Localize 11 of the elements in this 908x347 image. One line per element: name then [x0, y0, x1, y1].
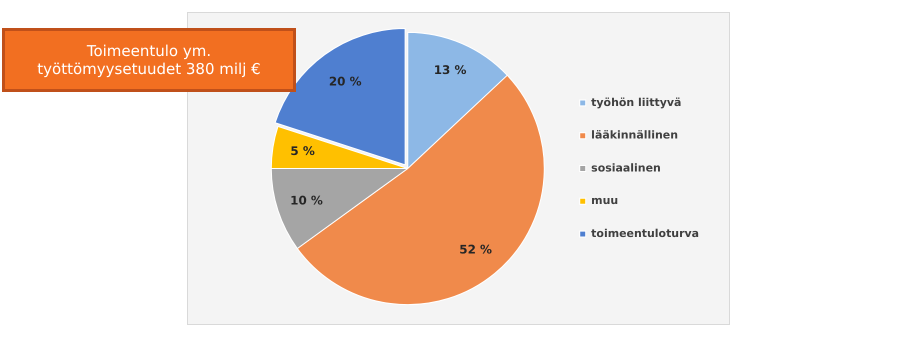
legend-label: lääkinnällinen — [591, 128, 678, 142]
data-label: 10 % — [290, 193, 323, 208]
text: Toimeentulo ym. työttömyysetuudet 380 milj € — [2, 28, 296, 92]
legend-label: työhön liittyvä — [591, 96, 682, 109]
legend-label: toimeentuloturva — [591, 226, 700, 240]
data-label: 52 % — [459, 242, 492, 256]
data-label: 20 % — [328, 74, 362, 89]
legend-label: muu — [591, 194, 618, 208]
data-label: 5 % — [290, 144, 315, 158]
legend-label: sosiaalinen — [591, 161, 661, 174]
data-label: 13 % — [434, 63, 466, 78]
